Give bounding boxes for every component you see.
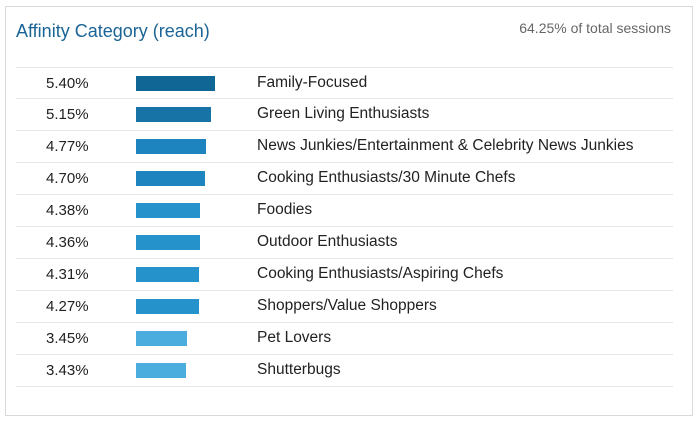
value-label: 3.43%	[46, 362, 89, 379]
card-title: Affinity Category (reach)	[16, 21, 210, 41]
bar	[136, 267, 200, 282]
bar	[136, 107, 212, 122]
value-label: 4.27%	[46, 298, 89, 315]
category-row: 4.70% Cooking Enthusiasts/30 Minute Chefs	[16, 163, 673, 195]
category-rows: 5.40% Family-Focused 5.15% Green Living Ent…	[16, 67, 673, 387]
category-label: Pet Lovers	[257, 329, 332, 346]
category-row: 5.15% Green Living Enthusiasts	[16, 99, 673, 131]
total-sessions-note: 64.25% of total sessions	[519, 20, 671, 36]
category-label: Green Living Enthusiasts	[257, 105, 430, 122]
value-label: 3.45%	[46, 330, 89, 347]
category-label: Cooking Enthusiasts/30 Minute Chefs	[257, 169, 516, 186]
bar	[136, 139, 206, 154]
category-label: Shutterbugs	[257, 361, 341, 378]
category-row: 4.36% Outdoor Enthusiasts	[16, 227, 673, 259]
category-row: 4.77% News Junkies/Entertainment & Celebr…	[16, 131, 673, 163]
category-row: 5.40% Family-Focused	[16, 67, 673, 99]
category-row: 4.38% Foodies	[16, 195, 673, 227]
bar	[136, 235, 200, 250]
category-label: News Junkies/Entertainment & Celebrity N…	[257, 137, 634, 154]
value-label: 5.15%	[46, 106, 89, 123]
category-row: 3.45% Pet Lovers	[16, 323, 673, 355]
category-row: 3.43% Shutterbugs	[16, 355, 673, 387]
value-label: 5.40%	[46, 75, 89, 92]
value-label: 4.77%	[46, 138, 89, 155]
category-label: Family-Focused	[257, 74, 368, 91]
category-label: Foodies	[257, 201, 313, 218]
value-label: 4.70%	[46, 170, 89, 187]
category-row: 4.27% Shoppers/Value Shoppers	[16, 291, 673, 323]
value-label: 4.31%	[46, 266, 89, 283]
bar	[136, 363, 187, 378]
category-row: 4.31% Cooking Enthusiasts/Aspiring Chefs	[16, 259, 673, 291]
category-label: Cooking Enthusiasts/Aspiring Chefs	[257, 265, 504, 282]
affinity-category-card: Affinity Category (reach) 64.25% of tota…	[5, 6, 693, 416]
bar	[136, 76, 215, 91]
bar	[136, 331, 187, 346]
category-label: Outdoor Enthusiasts	[257, 233, 398, 250]
value-label: 4.38%	[46, 202, 89, 219]
bar	[136, 171, 205, 186]
category-label: Shoppers/Value Shoppers	[257, 297, 437, 314]
bar	[136, 203, 201, 218]
bar	[136, 299, 199, 314]
value-label: 4.36%	[46, 234, 89, 251]
